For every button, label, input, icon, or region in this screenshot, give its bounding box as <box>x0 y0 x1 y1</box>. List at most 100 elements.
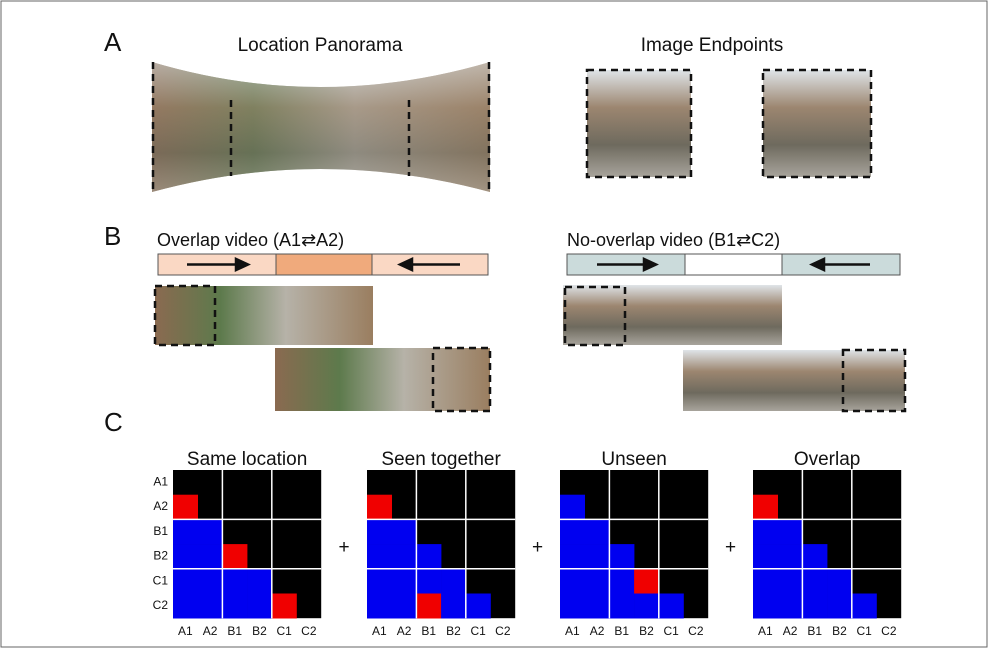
column-label: C1 <box>856 624 872 638</box>
column-label: B2 <box>639 624 654 638</box>
matrix-cell <box>802 544 828 570</box>
matrix-cell <box>560 568 585 594</box>
matrix-cell <box>247 568 273 594</box>
matrix-cell <box>560 593 585 619</box>
column-label: A2 <box>203 624 218 638</box>
panorama <box>151 62 491 192</box>
matrix-cell <box>197 568 223 594</box>
panel-label: A <box>104 27 122 57</box>
matrix-cell <box>827 568 853 594</box>
matrix-cell <box>465 593 491 619</box>
matrix-cell <box>416 593 442 619</box>
column-label: B1 <box>807 624 822 638</box>
matrix-cell <box>416 568 442 594</box>
matrix-cell <box>851 593 877 619</box>
row-label: C2 <box>153 598 169 612</box>
matrix-cell <box>584 568 610 594</box>
endpoint-images <box>585 68 873 179</box>
matrix-cell <box>222 593 248 619</box>
matrix-cell <box>802 593 828 619</box>
column-label: C2 <box>688 624 704 638</box>
column-label: A2 <box>397 624 412 638</box>
row-label: C1 <box>153 573 169 587</box>
overlap-title: Overlap video (A1⇄A2) <box>157 230 344 250</box>
matrix-cell <box>634 593 660 619</box>
column-label: C2 <box>495 624 511 638</box>
column-label: A2 <box>590 624 605 638</box>
matrix-title: Unseen <box>601 449 667 470</box>
matrix-cell <box>753 519 778 545</box>
video-frames <box>153 284 907 413</box>
matrix-cell <box>753 544 778 570</box>
panorama-title: Location Panorama <box>238 35 403 56</box>
row-label: B1 <box>153 524 168 538</box>
matrix-cell <box>367 494 392 520</box>
matrix-cell <box>222 568 248 594</box>
operator: + <box>725 537 736 558</box>
matrix-cell <box>777 593 803 619</box>
endpoints-title: Image Endpoints <box>641 35 784 56</box>
matrix-cell <box>753 568 778 594</box>
matrix-cell <box>609 544 635 570</box>
matrix-cell <box>271 593 297 619</box>
operator: + <box>339 537 350 558</box>
matrix-cell <box>560 494 585 520</box>
matrix-cell <box>367 544 392 570</box>
matrix-cell <box>777 568 803 594</box>
matrix-cell <box>197 519 223 545</box>
column-label: C1 <box>470 624 486 638</box>
matrix-cell <box>441 593 467 619</box>
matrix-cell <box>391 593 417 619</box>
matrix-cell <box>802 568 828 594</box>
matrix-cell <box>173 568 198 594</box>
column-label: B2 <box>252 624 267 638</box>
matrix-cell <box>560 544 585 570</box>
column-label: C2 <box>881 624 897 638</box>
matrix-cell <box>391 568 417 594</box>
matrix-title: Seen together <box>381 449 501 470</box>
matrix-cell <box>777 544 803 570</box>
matrix-cell <box>634 568 660 594</box>
matrix-cell <box>777 519 803 545</box>
matrix-cell <box>222 544 248 570</box>
matrix-cell <box>247 593 273 619</box>
panel-label: B <box>104 221 121 251</box>
matrix-cell <box>197 593 223 619</box>
column-label: A1 <box>758 624 773 638</box>
matrix-cell <box>391 519 417 545</box>
row-label: B2 <box>153 549 168 563</box>
matrix-cell <box>173 544 198 570</box>
matrix-cell <box>584 544 610 570</box>
row-label: A1 <box>153 475 168 489</box>
matrix-cell <box>609 568 635 594</box>
matrix-cell <box>391 544 417 570</box>
column-label: B1 <box>421 624 436 638</box>
matrix-cell <box>197 544 223 570</box>
matrix-cell <box>560 519 585 545</box>
column-label: B2 <box>446 624 461 638</box>
column-label: A1 <box>372 624 387 638</box>
column-label: B1 <box>614 624 629 638</box>
column-label: C1 <box>663 624 679 638</box>
column-label: A1 <box>178 624 193 638</box>
matrix-cell <box>367 593 392 619</box>
matrix-title: Overlap <box>794 449 861 470</box>
matrix-cell <box>658 593 684 619</box>
arrows <box>187 257 870 272</box>
column-label: C2 <box>301 624 317 638</box>
column-label: A1 <box>565 624 580 638</box>
operator: + <box>532 537 543 558</box>
matrix-cell <box>753 494 778 520</box>
matrix-cell <box>827 593 853 619</box>
matrices: Same location A1 A2 B1 B2 C1 C2 Seen together A1… <box>153 449 902 638</box>
matrix-cell <box>753 593 778 619</box>
no-overlap-title: No-overlap video (B1⇄C2) <box>567 230 780 250</box>
matrix-cell <box>367 519 392 545</box>
matrix-cell <box>416 544 442 570</box>
matrix-cell <box>173 519 198 545</box>
column-label: A2 <box>783 624 798 638</box>
matrix-cell <box>367 568 392 594</box>
matrix-cell <box>441 568 467 594</box>
